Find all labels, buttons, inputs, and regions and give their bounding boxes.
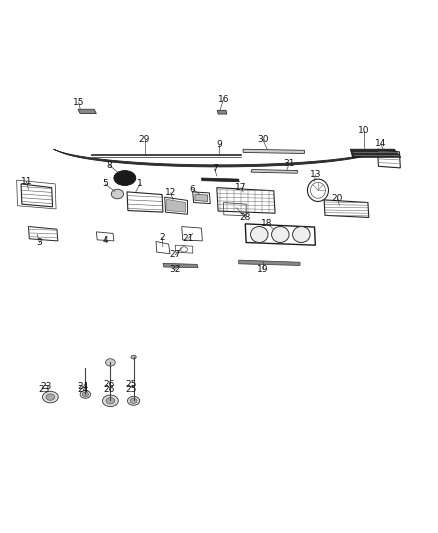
Text: 28: 28	[240, 213, 251, 222]
Polygon shape	[163, 263, 198, 268]
Text: 26: 26	[103, 381, 114, 389]
Text: 23: 23	[38, 385, 49, 393]
Text: 12: 12	[165, 189, 177, 197]
Text: 18: 18	[261, 220, 273, 228]
Text: 11: 11	[21, 177, 32, 185]
Text: 29: 29	[139, 135, 150, 144]
Text: 23: 23	[40, 382, 52, 391]
Ellipse shape	[130, 398, 137, 403]
Text: 2: 2	[159, 233, 165, 241]
Text: 5: 5	[102, 180, 108, 188]
Ellipse shape	[114, 171, 136, 185]
Polygon shape	[78, 109, 96, 114]
Polygon shape	[195, 194, 208, 201]
Ellipse shape	[46, 394, 55, 400]
Polygon shape	[251, 169, 298, 173]
Text: 6: 6	[190, 185, 196, 193]
Text: 25: 25	[126, 381, 137, 389]
Polygon shape	[350, 149, 401, 157]
Text: 21: 21	[183, 234, 194, 243]
Ellipse shape	[106, 398, 115, 404]
Ellipse shape	[251, 227, 268, 243]
Polygon shape	[217, 110, 227, 114]
Text: 10: 10	[358, 126, 369, 135]
Text: 31: 31	[283, 159, 295, 168]
Text: 14: 14	[375, 140, 387, 148]
Text: 20: 20	[332, 194, 343, 203]
Text: 17: 17	[235, 183, 247, 192]
Ellipse shape	[106, 359, 115, 366]
Text: 27: 27	[170, 251, 181, 259]
Ellipse shape	[272, 227, 289, 243]
Text: 26: 26	[104, 385, 115, 393]
Ellipse shape	[131, 355, 136, 359]
Text: 1: 1	[137, 180, 143, 188]
Text: 7: 7	[212, 165, 218, 173]
Polygon shape	[243, 149, 304, 154]
Text: 13: 13	[310, 171, 321, 179]
Polygon shape	[166, 199, 186, 212]
Polygon shape	[201, 178, 239, 182]
Ellipse shape	[127, 397, 140, 405]
Polygon shape	[53, 149, 385, 167]
Ellipse shape	[80, 391, 91, 398]
Ellipse shape	[82, 392, 88, 397]
Text: 3: 3	[36, 238, 42, 247]
Text: 15: 15	[73, 98, 85, 107]
Text: 16: 16	[218, 95, 229, 104]
Text: 30: 30	[257, 135, 268, 144]
Polygon shape	[239, 260, 300, 265]
Ellipse shape	[102, 395, 118, 407]
Text: 32: 32	[170, 265, 181, 273]
Text: 19: 19	[257, 265, 268, 273]
Ellipse shape	[293, 227, 310, 243]
Ellipse shape	[111, 189, 124, 199]
Text: 4: 4	[102, 237, 108, 245]
Text: 8: 8	[106, 161, 113, 169]
Text: 24: 24	[78, 385, 89, 393]
Text: 25: 25	[126, 385, 137, 393]
Text: 24: 24	[78, 382, 89, 391]
Ellipse shape	[42, 391, 58, 403]
Text: 9: 9	[216, 141, 222, 149]
